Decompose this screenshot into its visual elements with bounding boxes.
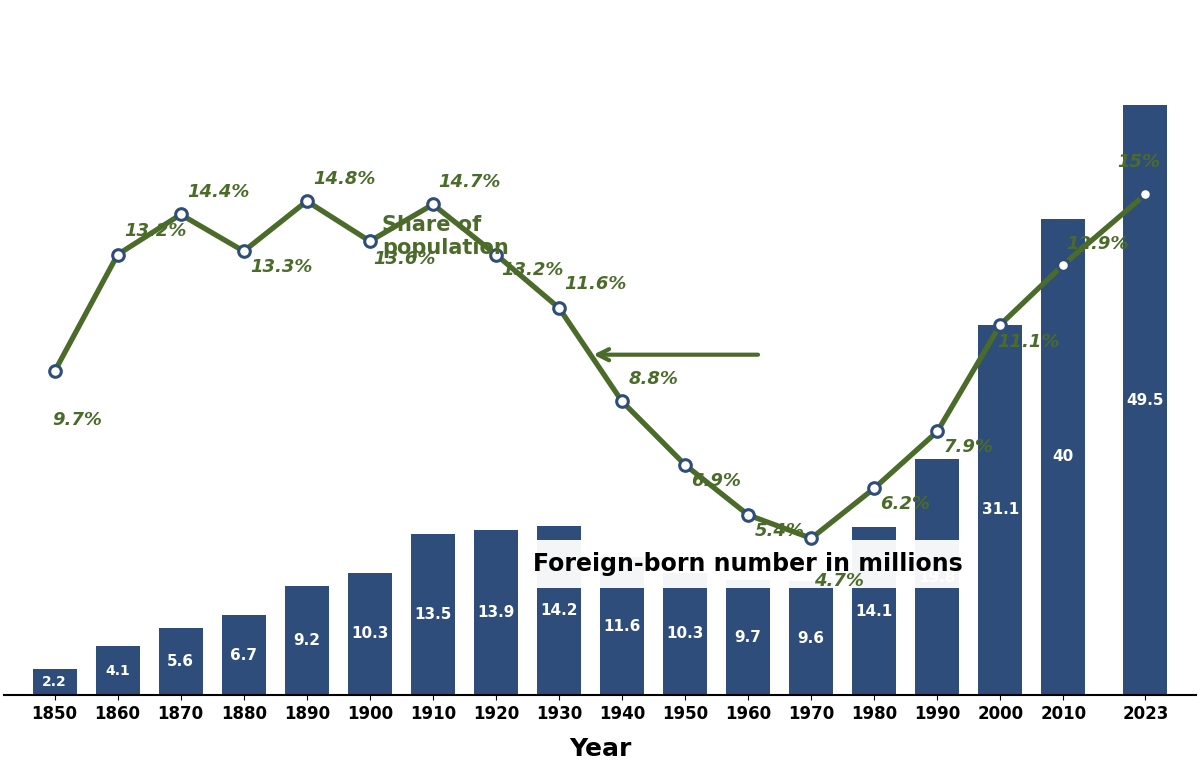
Text: 9.6: 9.6 [798,630,824,646]
Text: 10.3: 10.3 [666,627,704,641]
Text: 14.7%: 14.7% [438,173,500,191]
Text: 6.7: 6.7 [230,648,257,662]
Point [928,425,947,438]
Bar [790,581,833,695]
Text: 11.6: 11.6 [604,619,641,633]
Point [1054,259,1073,271]
Point [298,195,317,207]
Text: 9.2: 9.2 [293,633,320,648]
Bar [978,324,1022,695]
Bar [536,526,581,695]
Text: 15%: 15% [1117,153,1160,171]
Point [486,249,505,261]
Text: 2.2: 2.2 [42,675,67,689]
Text: 13.5: 13.5 [414,607,451,622]
Text: 13.3%: 13.3% [250,258,312,276]
Text: 13.9: 13.9 [478,605,515,620]
Bar [600,557,644,695]
Text: 13.2%: 13.2% [124,222,186,239]
Text: 7.9%: 7.9% [943,438,994,456]
Text: Share of
population: Share of population [383,215,509,258]
Bar [222,615,266,695]
Text: 14.2: 14.2 [540,603,577,618]
Bar [410,535,455,695]
Text: 12.9%: 12.9% [1067,235,1129,253]
Text: 9.7%: 9.7% [53,412,102,429]
Bar [348,572,392,695]
Point [424,198,443,210]
Point [234,245,253,257]
Point [612,396,631,408]
Text: 4.7%: 4.7% [815,571,864,590]
Point [550,302,569,314]
Text: 14.8%: 14.8% [313,170,376,187]
Point [1135,188,1154,200]
Bar [916,459,959,695]
Bar [158,629,203,695]
Text: 6.9%: 6.9% [691,471,742,490]
Bar [664,572,707,695]
Text: 49.5: 49.5 [1127,393,1164,408]
Point [738,509,757,521]
Text: 8.8%: 8.8% [629,370,678,388]
Bar [474,529,518,695]
Bar [1123,106,1168,695]
Text: 14.4%: 14.4% [187,183,250,201]
Bar [32,669,77,695]
Text: 40: 40 [1052,449,1074,464]
Point [360,235,379,247]
Bar [1042,219,1086,695]
Point [991,318,1010,330]
Bar [284,585,329,695]
Text: 11.6%: 11.6% [564,275,626,293]
Text: Foreign-born number in millions: Foreign-born number in millions [533,552,964,576]
Point [172,208,191,220]
X-axis label: Year: Year [569,737,631,761]
Point [802,532,821,545]
Text: 5.4%: 5.4% [755,522,804,539]
Text: 5.6: 5.6 [167,654,194,669]
Point [46,365,65,377]
Point [865,482,884,494]
Text: 13.6%: 13.6% [373,249,436,268]
Text: 6.2%: 6.2% [881,495,930,513]
Text: 9.7: 9.7 [734,630,762,645]
Point [108,249,127,261]
Text: 4.1: 4.1 [106,664,130,678]
Text: 31.1: 31.1 [982,503,1019,517]
Text: 13.2%: 13.2% [502,261,563,279]
Text: 14.1: 14.1 [856,604,893,619]
Text: 11.1%: 11.1% [997,333,1060,351]
Bar [726,580,770,695]
Point [676,459,695,471]
Text: 10.3: 10.3 [352,627,389,641]
Bar [852,527,896,695]
Text: 19.8: 19.8 [919,570,956,584]
Bar [96,646,139,695]
